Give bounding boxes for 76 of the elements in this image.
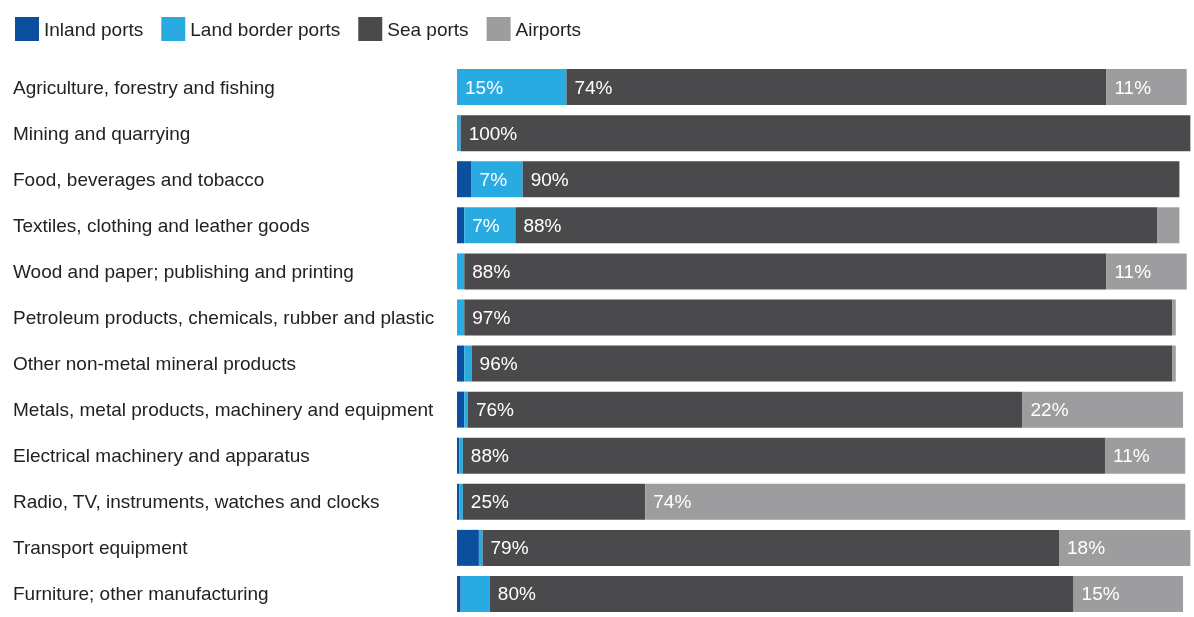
bar xyxy=(1172,345,1176,382)
bar xyxy=(471,161,523,198)
data-label: 88% xyxy=(472,260,511,282)
data-label: 74% xyxy=(653,491,692,513)
bar xyxy=(464,299,1173,336)
y-tick-label: Furniture; other manufacturing xyxy=(13,583,269,605)
bar xyxy=(457,253,465,290)
y-tick-label: Wood and paper; publishing and printing xyxy=(13,260,354,282)
data-label: 15% xyxy=(1081,583,1120,605)
bar xyxy=(464,207,516,244)
bar xyxy=(1104,437,1186,474)
bar xyxy=(457,529,479,566)
bar xyxy=(457,299,465,336)
y-tick-label: Textiles, clothing and leather goods xyxy=(13,214,310,236)
legend-label: Airports xyxy=(515,18,582,40)
data-label: 88% xyxy=(470,445,509,467)
bar xyxy=(478,529,483,566)
y-tick-label: Food, beverages and tobacco xyxy=(13,168,265,190)
bar xyxy=(1157,207,1180,244)
y-tick-label: Other non-metal mineral products xyxy=(13,353,297,375)
data-label: 7% xyxy=(479,168,508,190)
y-tick-label: Agriculture, forestry and fishing xyxy=(13,76,275,98)
data-label: 90% xyxy=(530,168,569,190)
data-label: 25% xyxy=(470,491,509,513)
bar xyxy=(566,69,1107,106)
bar xyxy=(1106,69,1187,106)
bar xyxy=(464,345,472,382)
bar xyxy=(457,391,465,428)
bar xyxy=(457,161,472,198)
data-label: 79% xyxy=(490,537,529,559)
data-label: 11% xyxy=(1112,445,1150,467)
legend-label: Sea ports xyxy=(387,18,469,40)
y-tick-label: Electrical machinery and apparatus xyxy=(13,445,310,467)
y-tick-label: Radio, TV, instruments, watches and clocks xyxy=(13,491,380,513)
data-label: 88% xyxy=(523,214,562,236)
bar xyxy=(1106,253,1187,290)
data-label: 15% xyxy=(465,76,504,98)
bar xyxy=(522,161,1180,198)
bar xyxy=(464,253,1107,290)
bar xyxy=(460,575,490,612)
bar xyxy=(471,345,1173,382)
bar xyxy=(462,437,1105,474)
bar xyxy=(1022,391,1184,428)
bar xyxy=(489,575,1074,612)
data-label: 97% xyxy=(472,306,511,328)
data-label: 22% xyxy=(1030,399,1069,421)
data-label: 11% xyxy=(1114,260,1152,282)
data-label: 96% xyxy=(479,353,518,375)
data-label: 7% xyxy=(472,214,500,236)
data-label: 74% xyxy=(574,76,613,98)
data-label: 11% xyxy=(1114,76,1152,98)
y-tick-label: Petroleum products, chemicals, rubber and plastic xyxy=(13,306,435,328)
bar xyxy=(457,575,461,612)
bar xyxy=(457,207,465,244)
bar xyxy=(457,115,461,152)
bar xyxy=(1073,575,1184,612)
bar xyxy=(1172,299,1176,336)
bar xyxy=(464,391,468,428)
y-tick-label: Metals, metal products, machinery and equipment xyxy=(13,399,435,421)
bar xyxy=(457,345,465,382)
data-label: 100% xyxy=(468,122,518,144)
bar xyxy=(515,207,1158,244)
bar xyxy=(457,69,567,106)
bar xyxy=(1059,529,1191,566)
bar xyxy=(645,483,1186,520)
data-label: 18% xyxy=(1067,537,1106,559)
legend-label: Inland ports xyxy=(44,18,144,40)
bar xyxy=(467,391,1023,428)
bar xyxy=(462,483,646,520)
y-tick-label: Mining and quarrying xyxy=(13,122,191,144)
bar xyxy=(460,115,1191,152)
y-tick-label: Transport equipment xyxy=(13,537,189,559)
data-label: 80% xyxy=(497,583,536,605)
legend-label: Land border ports xyxy=(190,18,341,40)
data-label: 76% xyxy=(475,399,515,421)
bar xyxy=(482,529,1059,566)
